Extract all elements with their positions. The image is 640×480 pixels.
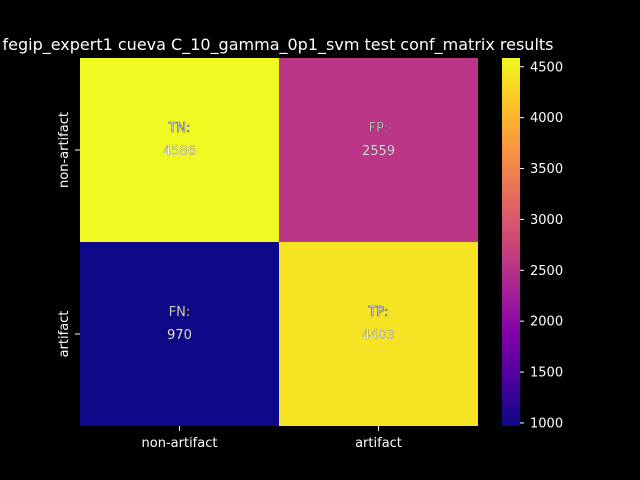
colorbar-axis: 1000 1500 2000 2500 3000 3500 4000 4500 xyxy=(520,60,563,431)
colorbar-tick-label: 1000 xyxy=(530,416,563,431)
cell-label: TN: xyxy=(167,121,190,136)
heatmap-cell xyxy=(80,58,279,242)
x-tick-label: non-artifact xyxy=(142,436,218,451)
y-tick-label: non-artifact xyxy=(57,112,72,188)
colorbar-tick-label: 4500 xyxy=(530,60,563,75)
y-tick-label: artifact xyxy=(57,311,72,358)
colorbar-tick-label: 2000 xyxy=(530,315,563,330)
heatmap-cell xyxy=(279,242,478,426)
cell-label: TP: xyxy=(367,305,388,320)
colorbar-tick-label: 4000 xyxy=(530,111,563,126)
cell-value: 4403 xyxy=(362,328,395,343)
heatmap-cell xyxy=(80,242,279,426)
cell-value: 970 xyxy=(167,328,192,343)
colorbar-tick-label: 2500 xyxy=(530,264,563,279)
x-axis: non-artifact artifact xyxy=(142,426,402,451)
colorbar-tick-label: 3000 xyxy=(530,213,563,228)
colorbar-tick-label: 1500 xyxy=(530,366,563,381)
cell-value: 4586 xyxy=(163,144,196,159)
cell-value: 2559 xyxy=(362,144,395,159)
x-tick-label: artifact xyxy=(355,436,402,451)
cell-label: FN: xyxy=(169,305,191,320)
y-axis: non-artifact artifact xyxy=(57,112,80,357)
colorbar xyxy=(502,58,520,426)
colorbar-tick-label: 3500 xyxy=(530,162,563,177)
chart-title: fegip_expert1 cueva C_10_gamma_0p1_svm t… xyxy=(3,35,554,55)
heatmap-cell xyxy=(279,58,478,242)
heatmap-cells: TN: 4586 FP: 2559 FN: 970 TP: 4403 xyxy=(80,58,478,426)
cell-label: FP: xyxy=(369,121,389,136)
